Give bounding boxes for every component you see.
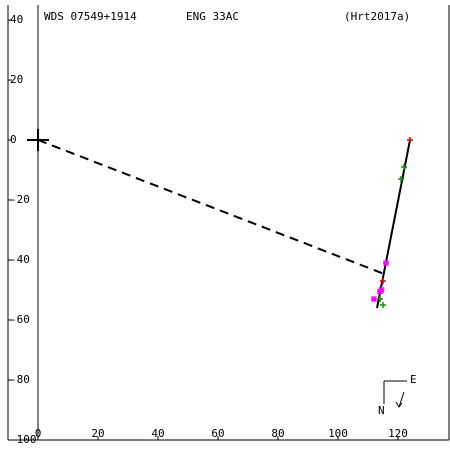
observation (370, 295, 378, 303)
y-tick-label: -60 (10, 313, 30, 326)
observation (398, 176, 404, 182)
motion-arrow (395, 401, 403, 408)
y-tick-label: 40 (10, 13, 23, 26)
y-tick-label: 0 (10, 133, 17, 146)
observation (380, 302, 386, 308)
x-tick-label: 60 (211, 427, 224, 440)
observation (376, 288, 384, 295)
observation (407, 137, 413, 143)
y-tick-label: -20 (10, 193, 30, 206)
reference: (Hrt2017a) (344, 10, 410, 23)
observation (382, 259, 390, 267)
y-tick-label: -80 (10, 373, 30, 386)
observation (377, 296, 383, 302)
x-tick-label: 40 (151, 427, 164, 440)
x-tick-label: 80 (271, 427, 284, 440)
motion-arrow (398, 391, 405, 408)
y-tick-label: 20 (10, 73, 23, 86)
x-tick-label: 120 (388, 427, 408, 440)
compass: N E (378, 373, 417, 417)
y-tick-label: -40 (10, 253, 30, 266)
compass-east: E (410, 373, 417, 386)
x-tick-label: 100 (328, 427, 348, 440)
x-tick-label: 20 (91, 427, 104, 440)
separation-line (37, 139, 384, 275)
compass-north: N (378, 404, 385, 417)
chart-title: WDS 07549+1914 (44, 10, 137, 23)
primary-star (27, 129, 49, 151)
chart-subtitle: ENG 33AC (186, 10, 239, 23)
observation (380, 278, 386, 284)
y-tick-label: -100 (10, 433, 37, 446)
observation (401, 164, 407, 170)
x-tick-label: 0 (35, 427, 42, 440)
